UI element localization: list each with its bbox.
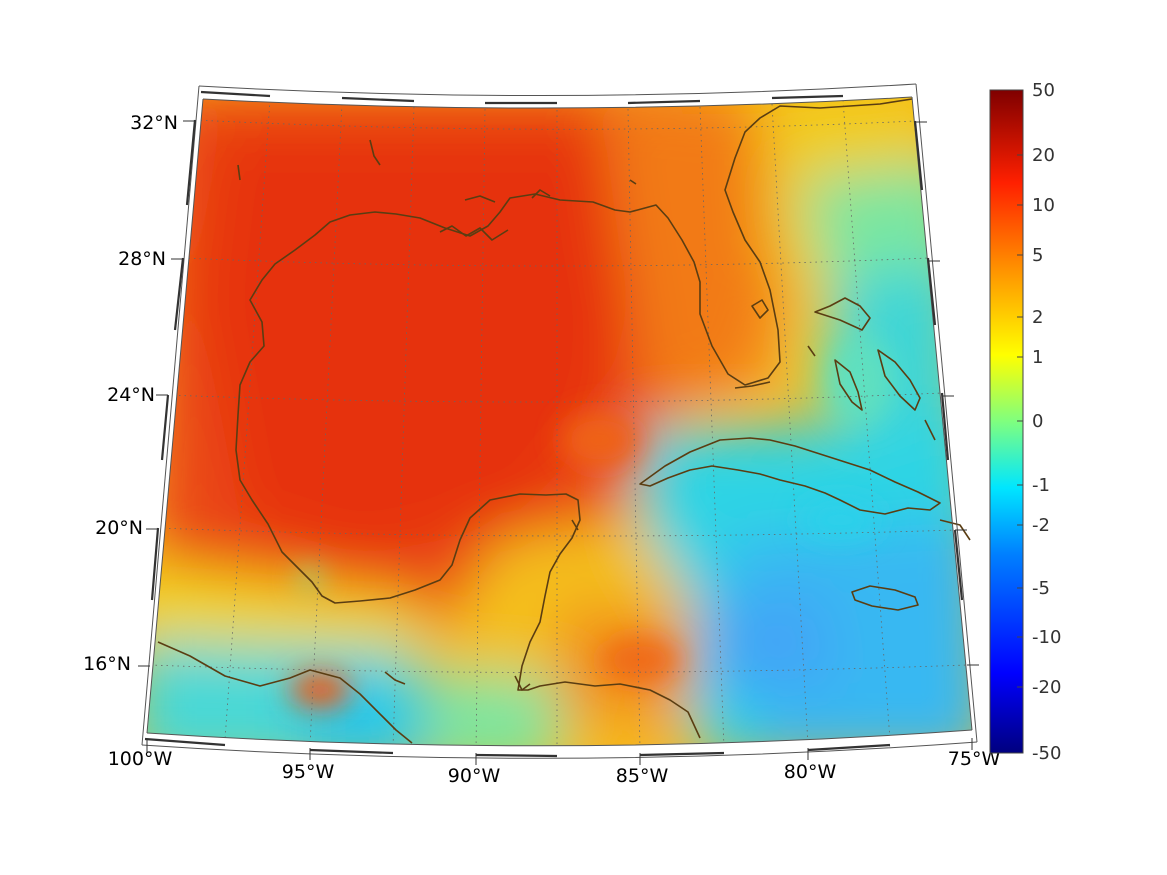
cb-label-10: 10 [1032,195,1055,216]
colorbar: 50 20 10 5 2 1 0 -1 -2 -5 -10 -20 -50 [989,80,1061,764]
lon-label-95w: 95°W [282,761,335,783]
jamaica-coastline [851,585,919,611]
colorbar-labels: 50 20 10 5 2 1 0 -1 -2 -5 -10 -20 -50 [1032,80,1061,764]
graticule [149,99,968,746]
latitude-labels: 32°N 28°N 24°N 20°N 16°N [83,112,178,675]
lat-label-32n: 32°N [130,112,178,134]
cuba-coastline [639,437,941,515]
cb-label-neg10: -10 [1032,627,1061,648]
lat-label-20n: 20°N [95,517,143,539]
lat-label-16n: 16°N [83,653,131,675]
cb-label-5: 5 [1032,245,1043,266]
lat-label-28n: 28°N [118,248,166,270]
lon-label-85w: 85°W [616,765,669,787]
lat-label-24n: 24°N [107,384,155,406]
cb-label-neg20: -20 [1032,677,1061,698]
pacific-coastline [157,641,413,744]
tick-marks [138,120,979,765]
lon-label-100w: 100°W [108,748,173,770]
cb-label-0: 0 [1032,411,1043,432]
louisiana-coast-detail [439,189,551,241]
data-field [147,97,972,746]
cb-label-neg2: -2 [1032,515,1050,536]
lon-label-80w: 80°W [784,761,837,783]
cb-label-50: 50 [1032,80,1055,101]
coastlines [157,98,971,744]
frame-ticks [144,90,964,758]
florida-keys [734,381,771,389]
cb-label-2: 2 [1032,307,1043,328]
lon-label-75w: 75°W [948,748,1001,770]
cb-label-20: 20 [1032,145,1055,166]
northern-bays [237,139,637,185]
bahamas-coastline [807,297,936,441]
gulf-coastline [235,98,913,739]
cb-label-neg50: -50 [1032,743,1061,764]
hispaniola-coastline [939,519,971,541]
map-frame [141,83,978,759]
cb-label-neg5: -5 [1032,578,1050,599]
colorbar-ticks [1017,89,1023,754]
lake-okeechobee [751,299,769,319]
lon-label-90w: 90°W [448,765,501,787]
cb-label-1: 1 [1032,347,1043,368]
longitude-labels: 100°W 95°W 90°W 85°W 80°W 75°W [108,748,1001,787]
cb-label-neg1: -1 [1032,475,1050,496]
belize-honduras-islands [384,519,579,691]
